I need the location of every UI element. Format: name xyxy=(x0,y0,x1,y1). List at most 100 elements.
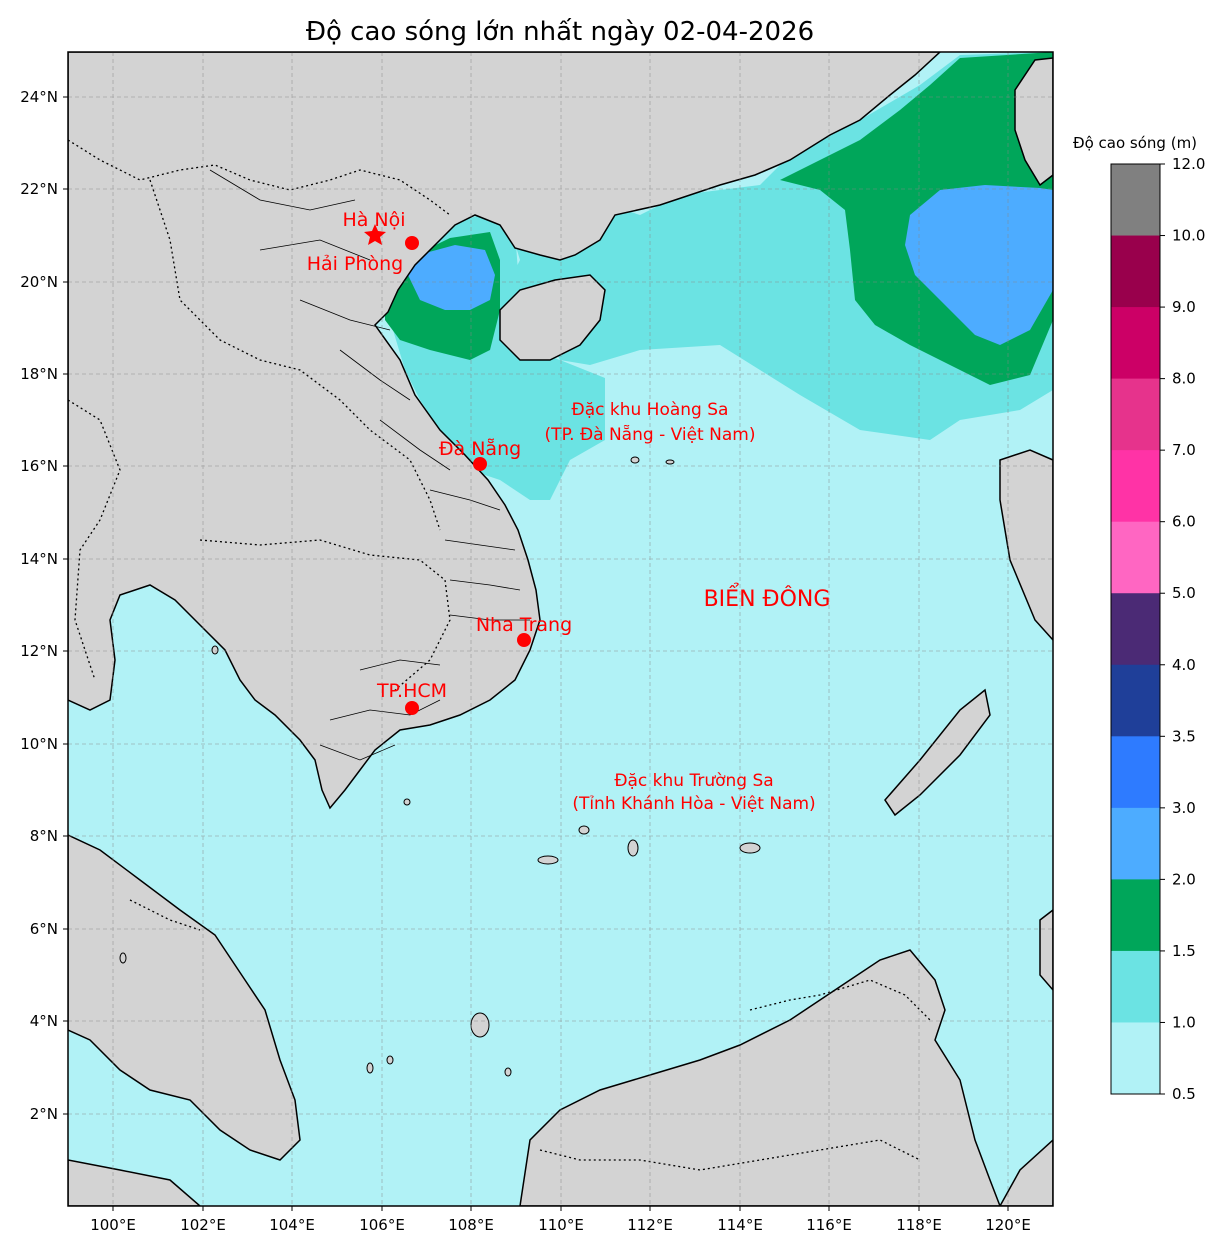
y-tick-label: 4°N xyxy=(30,1012,58,1030)
sumatra-island xyxy=(68,1159,202,1206)
island xyxy=(630,456,640,464)
x-tick-label: 112°E xyxy=(627,1216,673,1234)
province-borders xyxy=(209,169,530,761)
tphcm-marker xyxy=(405,701,419,715)
x-tick-label: 118°E xyxy=(896,1216,942,1234)
colorbar-band xyxy=(1111,521,1160,594)
province-line xyxy=(329,699,441,721)
wave-zone-2-3m-gulf xyxy=(408,245,495,310)
colorbar-title: Độ cao sóng (m) xyxy=(1073,134,1197,152)
borneo-island xyxy=(519,949,1001,1206)
x-tick-label: 120°E xyxy=(985,1216,1031,1234)
province-line xyxy=(429,489,501,511)
colorbar-tick-label: 0.5 xyxy=(1172,1085,1196,1103)
colorbar-tick-label: 3.0 xyxy=(1172,799,1196,817)
x-tick-label: 116°E xyxy=(806,1216,852,1234)
x-tick-label: 102°E xyxy=(180,1216,226,1234)
truong-sa-label-line1: Đặc khu Trường Sa xyxy=(614,771,773,791)
city-markers xyxy=(364,224,531,715)
y-tick-label: 18°N xyxy=(20,365,58,383)
island xyxy=(739,842,761,854)
colorbar-tick-label: 5.0 xyxy=(1172,584,1196,602)
province-line xyxy=(339,349,411,401)
hoang-sa-label-line2: (TP. Đà Nẵng - Việt Nam) xyxy=(545,424,756,445)
island xyxy=(119,952,127,964)
y-tick-label: 20°N xyxy=(20,273,58,291)
island xyxy=(537,855,559,865)
province-line xyxy=(319,744,396,761)
danang-label: Đà Nẵng xyxy=(439,437,521,460)
colorbar-band xyxy=(1111,378,1160,451)
nhatrang-label: Nha Trang xyxy=(476,614,572,636)
x-tick-label: 114°E xyxy=(717,1216,763,1234)
province-line xyxy=(449,614,530,621)
truong-sa-label-line2: (Tỉnh Khánh Hòa - Việt Nam) xyxy=(572,794,815,814)
mainland-asia xyxy=(68,52,942,810)
x-tick-label: 110°E xyxy=(538,1216,584,1234)
y-tick-label: 12°N xyxy=(20,642,58,660)
danang-marker xyxy=(473,457,487,471)
colorbar-tick-label: 9.0 xyxy=(1172,298,1196,316)
haiphong-label: Hải Phòng xyxy=(307,253,403,275)
island xyxy=(366,1062,374,1074)
y-tick-label: 24°N xyxy=(20,88,58,106)
colorbar-band xyxy=(1111,736,1160,809)
island xyxy=(627,839,639,857)
y-tick-label: 22°N xyxy=(20,180,58,198)
mindanao-island xyxy=(1039,909,1053,992)
malay-peninsula xyxy=(68,834,301,1161)
y-tick-label: 16°N xyxy=(20,457,58,475)
land-masses xyxy=(68,52,1053,1206)
colorbar: Độ cao sóng (m) 12.0 10.0 9.0 8.0 7.0 6.0 5.0 4… xyxy=(1073,134,1205,1103)
palawan-island xyxy=(884,688,991,817)
y-tick-label: 14°N xyxy=(20,550,58,568)
province-line xyxy=(299,299,391,331)
y-tick-label: 10°N xyxy=(20,735,58,753)
colorbar-band xyxy=(1111,950,1160,1023)
province-line xyxy=(444,539,516,551)
haiphong-marker xyxy=(405,236,419,250)
small-islands xyxy=(119,456,761,1077)
colorbar-tick-label: 7.0 xyxy=(1172,441,1196,459)
y-tick-label: 8°N xyxy=(30,827,58,845)
colorbar-tick-label: 12.0 xyxy=(1172,155,1205,173)
colorbar-tick-label: 4.0 xyxy=(1172,656,1196,674)
gridlines xyxy=(68,52,1053,1206)
border-vn-china xyxy=(68,139,451,216)
island xyxy=(470,1012,490,1038)
hanoi-star-marker xyxy=(364,224,386,245)
hoang-sa-label-line1: Đặc khu Hoàng Sa xyxy=(572,400,729,420)
taiwan-island xyxy=(1014,57,1053,187)
border-malaysia xyxy=(129,899,201,931)
island xyxy=(386,1055,394,1065)
border-vn-laos xyxy=(149,179,441,531)
colorbar-frame xyxy=(1110,163,1161,1095)
country-borders xyxy=(68,139,931,1171)
colorbar-tick-label: 10.0 xyxy=(1172,227,1205,245)
bien-dong-label: BIỂN ĐÔNG xyxy=(704,584,831,612)
wave-zones xyxy=(385,52,1053,500)
province-line xyxy=(359,659,441,671)
colorbar-tick-label: 1.0 xyxy=(1172,1013,1196,1031)
colorbar-band xyxy=(1111,1022,1160,1095)
colorbar-band xyxy=(1111,307,1160,380)
y-tick-label: 6°N xyxy=(30,920,58,938)
colorbar-tick-label: 1.5 xyxy=(1172,942,1196,960)
x-tick-label: 100°E xyxy=(90,1216,136,1234)
y-tick-label: 2°N xyxy=(30,1105,58,1123)
colorbar-band xyxy=(1111,164,1160,237)
island xyxy=(403,798,411,806)
border-thailand xyxy=(68,399,121,681)
hanoi-label: Hà Nội xyxy=(342,209,405,231)
colorbar-band xyxy=(1111,664,1160,737)
province-line xyxy=(209,169,356,211)
tphcm-label: TP.HCM xyxy=(376,680,447,702)
province-line xyxy=(259,239,371,261)
colorbar-tick-label: 2.0 xyxy=(1172,870,1196,888)
island xyxy=(578,825,590,835)
y-axis: 24°N 22°N 20°N 18°N 16°N 14°N 12°N 10°N … xyxy=(20,88,68,1123)
colorbar-tick-label: 6.0 xyxy=(1172,513,1196,531)
province-line xyxy=(449,579,521,591)
border-borneo-south xyxy=(539,1139,921,1171)
